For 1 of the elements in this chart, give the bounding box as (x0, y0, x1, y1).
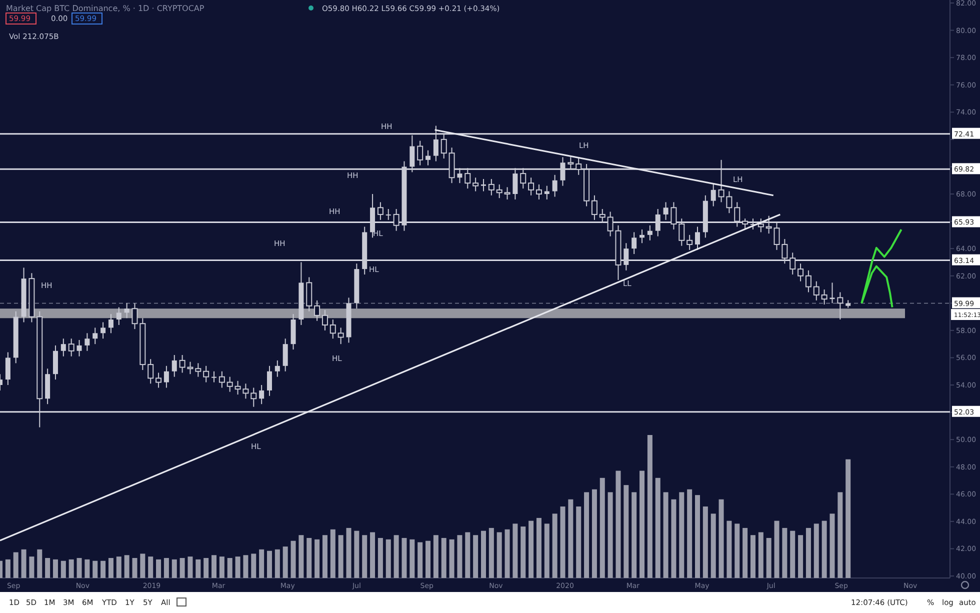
chart-title: Market Cap BTC Dominance, % · 1D · CRYPTOCAP (6, 4, 204, 13)
